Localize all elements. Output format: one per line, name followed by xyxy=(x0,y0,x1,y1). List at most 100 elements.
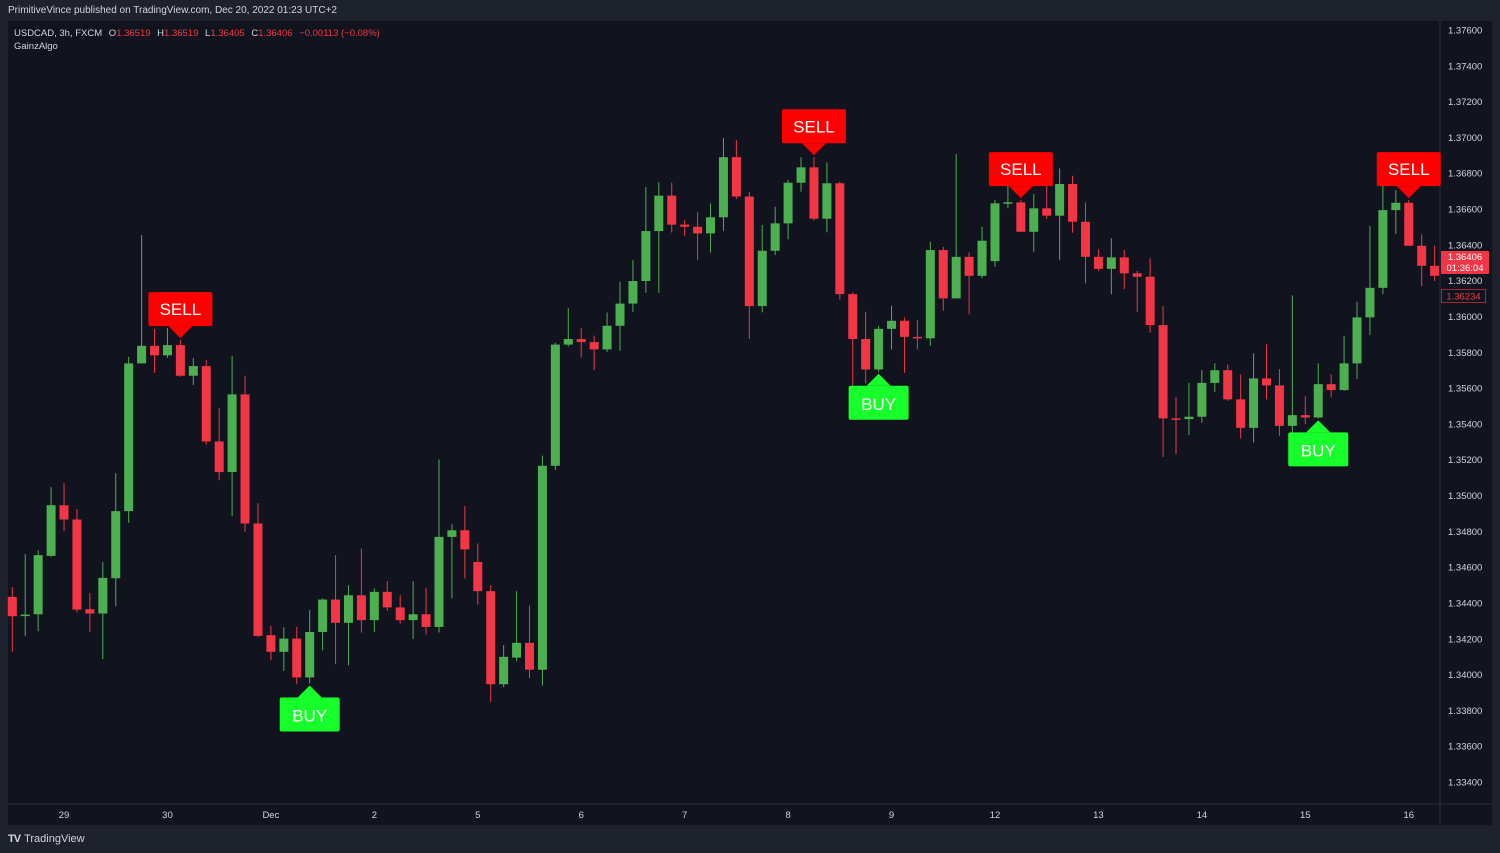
time-axis[interactable]: 29 30 Dec 2 5 6 7 8 9 12 13 14 15 16 xyxy=(59,810,1414,821)
candle xyxy=(654,182,664,293)
candle xyxy=(382,581,392,611)
candle xyxy=(1430,245,1440,281)
candle-body xyxy=(1313,384,1323,418)
candle xyxy=(111,473,121,607)
arrow-down-icon xyxy=(801,143,826,156)
buy-signal-label: BUY xyxy=(861,395,896,414)
candle-body xyxy=(1210,370,1220,383)
candle-body xyxy=(667,195,677,225)
candle-body xyxy=(356,595,366,621)
candle xyxy=(1210,363,1220,392)
candle-body xyxy=(1119,257,1129,274)
candle xyxy=(1236,374,1246,439)
last-price-badge xyxy=(1441,251,1489,274)
candle-body xyxy=(473,561,483,592)
candle-body xyxy=(1016,202,1026,232)
price-tick-label: 1.35800 xyxy=(1448,348,1482,359)
candle xyxy=(305,610,315,684)
time-tick-label: 2 xyxy=(372,810,377,821)
candle-body xyxy=(434,536,444,627)
candle xyxy=(550,342,560,471)
sell-signal-label: SELL xyxy=(793,117,835,136)
buy-signal: BUY xyxy=(1288,420,1349,467)
candle-body xyxy=(1430,265,1440,276)
candle xyxy=(486,585,496,702)
candle-body xyxy=(783,182,793,224)
candle-body xyxy=(990,203,1000,262)
sell-signal: SELL xyxy=(988,152,1053,199)
sell-signal: SELL xyxy=(781,109,846,156)
sell-signal-box xyxy=(988,152,1053,187)
price-tick-label: 1.34800 xyxy=(1448,527,1482,538)
price-tick-label: 1.34200 xyxy=(1448,634,1482,645)
candle-body xyxy=(615,303,625,326)
candle-body xyxy=(1274,385,1284,426)
candle xyxy=(1313,363,1323,419)
candle-body xyxy=(1300,415,1310,418)
time-tick-label: 30 xyxy=(162,810,173,821)
candle-body xyxy=(874,328,884,370)
candle-body xyxy=(279,638,289,652)
candle-body xyxy=(1080,221,1090,257)
candle-body xyxy=(576,339,586,343)
candle xyxy=(1003,182,1013,209)
candle xyxy=(162,328,172,358)
low-value: 1.36405 xyxy=(210,28,245,39)
candle xyxy=(318,598,328,651)
footer: TV TradingView xyxy=(8,833,85,845)
candle-body xyxy=(848,294,858,340)
candle xyxy=(718,137,728,232)
candle-body xyxy=(1262,378,1272,386)
buy-signal-box xyxy=(1288,432,1349,467)
candle xyxy=(757,224,767,313)
time-tick-label: 15 xyxy=(1300,810,1311,821)
candle-body xyxy=(628,281,638,304)
sell-signal-box xyxy=(1376,152,1441,187)
candle xyxy=(1262,344,1272,400)
buy-signal: BUY xyxy=(848,373,909,420)
price-tick-label: 1.37200 xyxy=(1448,97,1482,108)
candle-body xyxy=(318,599,328,632)
price-tick-label: 1.35400 xyxy=(1448,419,1482,430)
price-axis[interactable]: 1.37600 1.37400 1.37200 1.37000 1.36800 1.366… xyxy=(1448,26,1482,789)
price-tick-label: 1.33600 xyxy=(1448,742,1482,753)
candle-body xyxy=(1391,202,1401,211)
candle-body xyxy=(1404,202,1414,246)
time-tick-label: 12 xyxy=(990,810,1001,821)
candle xyxy=(343,585,353,666)
candle xyxy=(266,625,276,661)
candle xyxy=(20,554,30,637)
sell-signal: SELL xyxy=(148,292,213,339)
price-tick-label: 1.36400 xyxy=(1448,240,1482,251)
candle-body xyxy=(835,183,845,295)
arrow-up-icon xyxy=(866,373,891,386)
price-tick-label: 1.33400 xyxy=(1448,778,1482,789)
candle xyxy=(408,581,418,640)
candle xyxy=(1068,175,1078,233)
time-tick-label: 29 xyxy=(59,810,70,821)
candle xyxy=(1042,186,1052,220)
candle-body xyxy=(1326,384,1336,391)
candle xyxy=(1249,353,1259,443)
time-tick-label: 9 xyxy=(889,810,894,821)
indicator-name[interactable]: GainzAlgo xyxy=(14,41,58,52)
candle-body xyxy=(1042,208,1052,216)
candle-body xyxy=(7,596,17,617)
candle xyxy=(1171,396,1181,455)
open-label: O xyxy=(108,28,117,39)
candle xyxy=(1378,183,1388,295)
high-value: 1.36519 xyxy=(164,28,199,39)
candle xyxy=(1365,226,1375,336)
buy-signal-box xyxy=(279,697,340,732)
candle-body xyxy=(85,609,95,614)
candle-body xyxy=(1029,208,1039,232)
candle xyxy=(925,241,935,346)
price-tick-label: 1.37000 xyxy=(1448,133,1482,144)
candle-body xyxy=(98,577,108,614)
candle xyxy=(188,358,198,386)
buy-signal-box xyxy=(848,385,909,420)
candle xyxy=(615,281,625,351)
candle xyxy=(744,191,754,339)
buy-signal-label: BUY xyxy=(1301,441,1336,460)
